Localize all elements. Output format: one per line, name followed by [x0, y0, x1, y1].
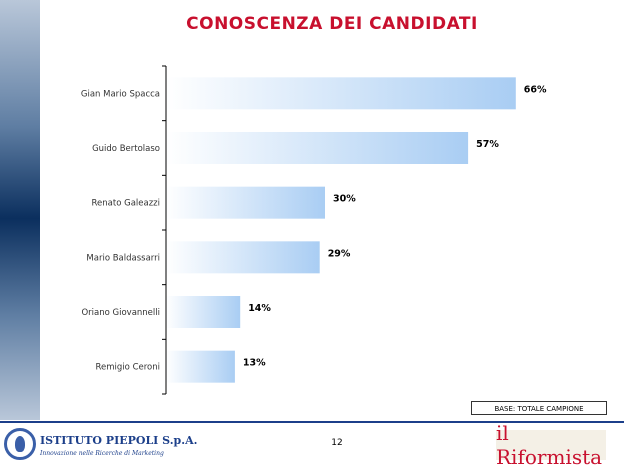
category-label: Remigio Ceroni: [96, 363, 160, 373]
chart-title: CONOSCENZA DEI CANDIDATI: [186, 14, 478, 34]
side-gradient-band: [0, 0, 40, 420]
istituto-piepoli-logo: ISTITUTO PIEPOLI S.p.A. Innovazione nell…: [4, 428, 197, 466]
base-note: BASE: TOTALE CAMPIONE: [471, 401, 607, 415]
category-label: Oriano Giovannelli: [81, 308, 160, 318]
logo-tagline: Innovazione nelle Ricerche di Marketing: [40, 450, 164, 457]
bar-chart: Gian Mario Spacca Guido Bertolaso Renato G…: [81, 65, 547, 395]
category-label: Renato Galeazzi: [92, 199, 160, 209]
logo-emblem-icon: [4, 428, 36, 460]
bar: [166, 132, 469, 164]
data-label: 14%: [248, 303, 271, 314]
data-label: 29%: [328, 248, 351, 259]
bar: [166, 296, 241, 328]
value-labels: 66% 57% 30% 29% 14% 13%: [243, 84, 547, 368]
logo-name: ISTITUTO PIEPOLI S.p.A.: [40, 434, 198, 447]
category-label: Gian Mario Spacca: [81, 89, 160, 99]
bar: [166, 186, 325, 219]
data-label: 66%: [524, 84, 547, 95]
bar: [166, 77, 516, 110]
data-label: 13%: [243, 358, 266, 369]
data-label: 30%: [333, 194, 356, 205]
y-axis-ticks: [162, 65, 166, 395]
bar: [166, 350, 235, 383]
il-riformista-logo: il Riformista: [496, 421, 606, 469]
footer-rule: [0, 421, 624, 423]
bar: [166, 241, 320, 274]
category-labels: Gian Mario Spacca Guido Bertolaso Renato G…: [81, 89, 160, 372]
data-label: 57%: [476, 139, 499, 150]
category-label: Guido Bertolaso: [92, 144, 160, 154]
page-number: 12: [331, 438, 343, 448]
bars-group: [166, 77, 516, 383]
category-label: Mario Baldassarri: [86, 253, 160, 263]
